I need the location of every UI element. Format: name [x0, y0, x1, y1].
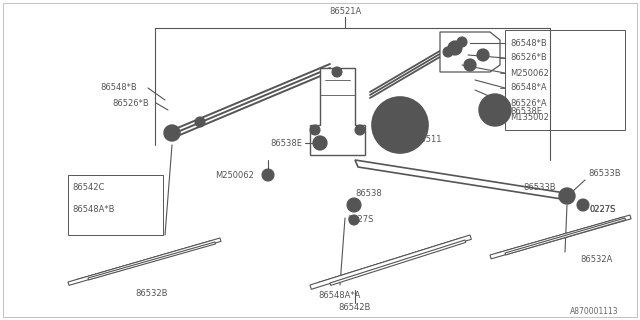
- Polygon shape: [505, 218, 625, 255]
- Polygon shape: [490, 215, 631, 259]
- Circle shape: [457, 37, 467, 47]
- Bar: [505, 30, 625, 130]
- Text: 86521A: 86521A: [329, 7, 361, 17]
- Text: 86538E: 86538E: [270, 139, 302, 148]
- Circle shape: [168, 129, 176, 137]
- Text: M250062: M250062: [510, 68, 549, 77]
- Text: 86538E: 86538E: [510, 108, 542, 116]
- Text: 86532A: 86532A: [580, 255, 612, 265]
- Circle shape: [382, 107, 418, 143]
- Circle shape: [164, 125, 180, 141]
- Polygon shape: [440, 32, 500, 72]
- Text: 86548A*B: 86548A*B: [72, 205, 115, 214]
- Circle shape: [310, 125, 320, 135]
- Circle shape: [577, 199, 589, 211]
- Circle shape: [372, 97, 428, 153]
- Circle shape: [317, 140, 323, 146]
- Circle shape: [559, 188, 575, 204]
- Polygon shape: [88, 242, 216, 280]
- Polygon shape: [355, 160, 568, 200]
- Circle shape: [492, 107, 498, 113]
- Circle shape: [262, 169, 274, 181]
- Circle shape: [392, 117, 408, 133]
- Text: 86526*B: 86526*B: [112, 99, 148, 108]
- Circle shape: [448, 41, 462, 55]
- Text: 86538: 86538: [355, 188, 381, 197]
- Circle shape: [332, 67, 342, 77]
- Circle shape: [479, 94, 511, 126]
- Circle shape: [355, 125, 365, 135]
- Circle shape: [349, 215, 359, 225]
- Circle shape: [313, 136, 327, 150]
- Circle shape: [195, 117, 205, 127]
- Text: 86542C: 86542C: [72, 183, 104, 193]
- Text: 86548*A: 86548*A: [510, 84, 547, 92]
- Circle shape: [563, 192, 571, 200]
- Text: M250062: M250062: [215, 171, 254, 180]
- Text: 86533B: 86533B: [588, 169, 621, 178]
- Text: 0227S: 0227S: [348, 215, 374, 225]
- Circle shape: [452, 45, 458, 51]
- Circle shape: [347, 198, 361, 212]
- Text: 86548A*A: 86548A*A: [319, 291, 361, 300]
- Circle shape: [464, 59, 476, 71]
- Text: 0227S: 0227S: [590, 205, 616, 214]
- Circle shape: [477, 49, 489, 61]
- Polygon shape: [68, 238, 221, 285]
- Text: 86511: 86511: [415, 135, 442, 145]
- Text: M135002: M135002: [510, 114, 549, 123]
- Text: 86548*B: 86548*B: [510, 38, 547, 47]
- Polygon shape: [310, 68, 365, 155]
- Text: 86526*A: 86526*A: [510, 99, 547, 108]
- Text: 86533B: 86533B: [524, 183, 556, 193]
- Text: 86542B: 86542B: [339, 303, 371, 313]
- Text: A870001113: A870001113: [570, 308, 619, 316]
- Polygon shape: [330, 240, 466, 285]
- Circle shape: [487, 102, 503, 118]
- Text: 86548*B: 86548*B: [100, 84, 137, 92]
- Text: 0227S: 0227S: [590, 205, 616, 214]
- Polygon shape: [310, 235, 471, 289]
- Bar: [68, 175, 163, 235]
- Circle shape: [351, 202, 357, 208]
- Circle shape: [443, 47, 453, 57]
- Text: 86526*B: 86526*B: [510, 53, 547, 62]
- Text: 86532B: 86532B: [136, 289, 168, 298]
